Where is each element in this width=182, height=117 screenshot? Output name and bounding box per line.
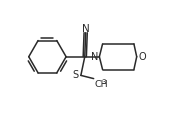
- Text: CH: CH: [94, 80, 108, 89]
- Text: 3: 3: [102, 79, 106, 85]
- Text: N: N: [82, 24, 90, 34]
- Text: O: O: [139, 52, 146, 62]
- Text: N: N: [91, 52, 98, 62]
- Text: S: S: [73, 69, 79, 80]
